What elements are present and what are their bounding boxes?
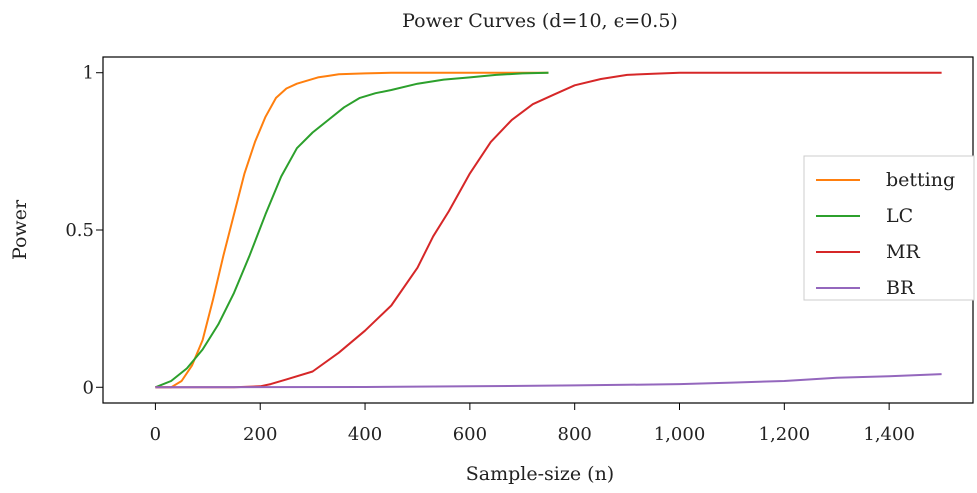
x-tick-label: 800	[558, 424, 592, 445]
x-tick-label: 400	[348, 424, 382, 445]
x-axis: 0 200 400 600 800 1,000 1,200 1,400	[150, 403, 915, 445]
legend-label: BR	[886, 277, 915, 299]
series-line-br	[155, 373, 942, 389]
series-line-betting	[155, 71, 549, 389]
x-axis-label: Sample-size (n)	[466, 463, 614, 485]
y-tick-label: 0.5	[65, 220, 94, 241]
series-line-mr	[155, 71, 942, 389]
legend-label: MR	[886, 241, 920, 263]
legend-label: LC	[886, 205, 913, 227]
y-tick-label: 1	[83, 63, 94, 84]
chart-title: Power Curves (d=10, ϵ=0.5)	[402, 10, 678, 32]
x-tick-label: 200	[243, 424, 277, 445]
x-tick-label: 0	[150, 424, 161, 445]
y-tick-label: 0	[83, 377, 94, 398]
x-tick-label: 600	[453, 424, 487, 445]
legend-label: betting	[886, 169, 955, 191]
legend: betting LC MR BR	[803, 155, 975, 301]
series-line-lc	[155, 71, 549, 389]
y-axis: 00.51	[65, 63, 103, 398]
y-axis-label: Power	[9, 199, 31, 260]
x-tick-label: 1,400	[863, 424, 915, 445]
x-tick-label: 1,000	[654, 424, 706, 445]
x-tick-label: 1,200	[759, 424, 811, 445]
series-layer	[155, 71, 942, 389]
